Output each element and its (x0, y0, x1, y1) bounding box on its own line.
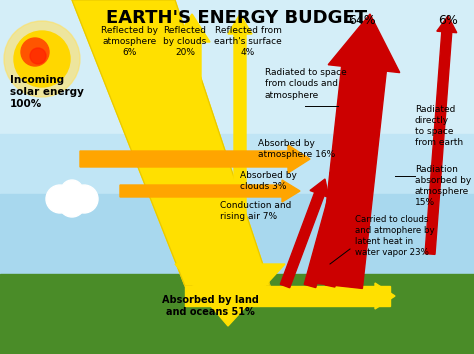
Circle shape (61, 180, 83, 202)
Polygon shape (174, 14, 210, 179)
Polygon shape (120, 180, 300, 202)
Circle shape (46, 185, 74, 213)
Polygon shape (80, 145, 310, 173)
Circle shape (14, 31, 70, 87)
Circle shape (21, 38, 49, 66)
Text: Absorbed by
clouds 3%: Absorbed by clouds 3% (240, 171, 297, 191)
Text: Radiated to space
from clouds and
atmosphere: Radiated to space from clouds and atmosp… (265, 68, 347, 99)
Polygon shape (318, 14, 400, 289)
Text: Reflected
by clouds
20%: Reflected by clouds 20% (164, 26, 207, 57)
Circle shape (30, 48, 46, 64)
Polygon shape (425, 16, 457, 255)
Polygon shape (0, 0, 474, 194)
Polygon shape (228, 14, 252, 259)
Text: Radiation
absorbed by
atmosphere
15%: Radiation absorbed by atmosphere 15% (415, 165, 471, 207)
Polygon shape (0, 134, 474, 194)
Text: Radiated
directly
to space
from earth: Radiated directly to space from earth (415, 105, 463, 147)
Circle shape (4, 21, 80, 97)
Text: Absorbed by land
and oceans 51%: Absorbed by land and oceans 51% (162, 295, 258, 317)
Circle shape (70, 185, 98, 213)
Polygon shape (280, 179, 329, 288)
Text: EARTH'S ENERGY BUDGET: EARTH'S ENERGY BUDGET (107, 9, 367, 27)
Polygon shape (0, 274, 474, 354)
Text: Absorbed by
atmosphere 16%: Absorbed by atmosphere 16% (258, 139, 335, 159)
Polygon shape (175, 264, 285, 326)
Polygon shape (185, 286, 390, 306)
Polygon shape (304, 159, 351, 287)
Text: Reflected by
atmosphere
6%: Reflected by atmosphere 6% (101, 26, 158, 57)
Text: 6%: 6% (438, 14, 458, 27)
Text: Reflected from
earth's surface
4%: Reflected from earth's surface 4% (214, 26, 282, 57)
Text: Carried to clouds
and atmophere by
latent heat in
water vapor 23%: Carried to clouds and atmophere by laten… (355, 215, 435, 257)
Polygon shape (134, 14, 162, 134)
Text: Conduction and
rising air 7%: Conduction and rising air 7% (220, 201, 292, 221)
Polygon shape (0, 194, 474, 274)
Circle shape (59, 191, 85, 217)
Polygon shape (72, 0, 270, 286)
Polygon shape (325, 144, 366, 287)
Text: 64%: 64% (348, 14, 376, 27)
Polygon shape (300, 283, 395, 309)
Text: Incoming
solar energy
100%: Incoming solar energy 100% (10, 75, 84, 109)
